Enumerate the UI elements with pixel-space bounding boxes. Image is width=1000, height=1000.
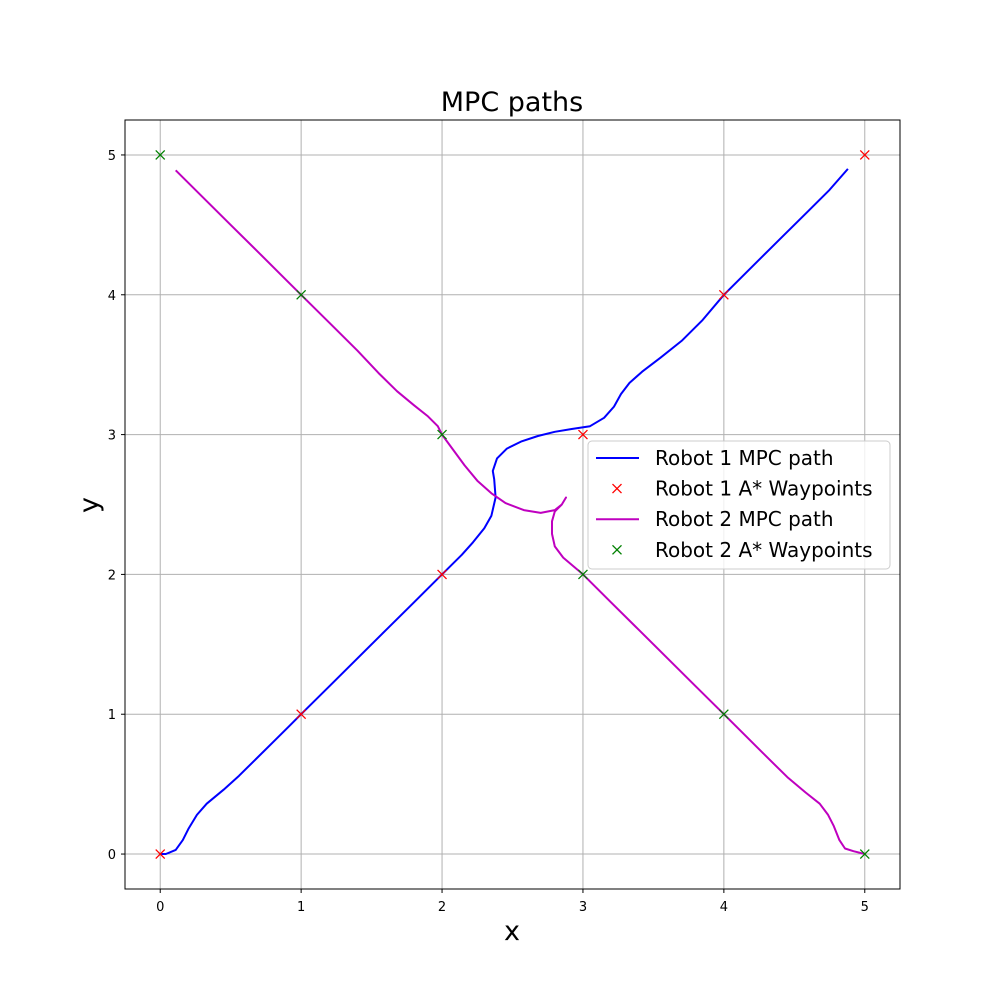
x-axis-label: x (504, 916, 520, 947)
series-2-point (155, 849, 166, 860)
plot-series (155, 149, 870, 860)
x-tick-label: 2 (438, 900, 446, 915)
plot-frame (124, 119, 901, 890)
marker-stroke (859, 149, 870, 160)
series-2-point (577, 429, 588, 440)
legend-label: Robot 2 A* Waypoints (655, 538, 873, 562)
legend-label: Robot 1 MPC path (655, 446, 834, 470)
marker-stroke (718, 709, 729, 720)
y-tick-label: 5 (108, 149, 116, 164)
marker-stroke (296, 289, 307, 300)
x-tick-label: 3 (579, 900, 587, 915)
legend-label: Robot 2 MPC path (655, 507, 834, 531)
legend-entry: Robot 2 MPC path (596, 507, 834, 531)
y-tick-label: 3 (108, 429, 116, 444)
x-tick-label: 0 (156, 900, 164, 915)
marker-stroke (577, 569, 588, 580)
legend-swatch-marker (612, 483, 622, 494)
x-tick-label: 4 (720, 900, 728, 915)
series-4-point (859, 849, 870, 860)
y-axis-label: y (74, 497, 105, 513)
grid (125, 120, 900, 889)
series-4-point (718, 709, 729, 720)
axis-ticks: 0 1 2 3 4 5 0 1 2 3 4 5 (108, 149, 869, 915)
legend-swatch-marker (612, 544, 622, 555)
series-2-point (437, 569, 448, 580)
marker-stroke (155, 149, 166, 160)
legend-entry: Robot 2 A* Waypoints (612, 538, 873, 562)
legend-label: Robot 1 A* Waypoints (655, 477, 873, 501)
marker-stroke (718, 289, 729, 300)
x-tick-label: 5 (861, 900, 869, 915)
y-tick-label: 0 (108, 848, 116, 863)
marker-stroke (859, 849, 870, 860)
series-4-point (296, 289, 307, 300)
marker-stroke (296, 709, 307, 720)
marker-stroke (155, 849, 166, 860)
x-tick-label: 1 (297, 900, 305, 915)
series-4-point (437, 429, 448, 440)
legend-entry: Robot 1 A* Waypoints (612, 477, 873, 501)
series-1-line (160, 168, 849, 855)
legend-entry: Robot 1 MPC path (596, 446, 834, 470)
series-4-point (155, 149, 166, 160)
marker-stroke (437, 429, 448, 440)
y-tick-label: 2 (108, 568, 116, 583)
y-tick-label: 4 (108, 289, 116, 304)
series-3-line (174, 169, 866, 855)
series-2-point (718, 289, 729, 300)
series-2-point (296, 709, 307, 720)
legend-box (587, 440, 891, 570)
marker-stroke (612, 483, 622, 494)
marker-stroke (577, 429, 588, 440)
legend: Robot 1 MPC path Robot 1 A* Waypoints Robo… (587, 440, 891, 570)
marker-stroke (612, 544, 622, 555)
series-4-point (577, 569, 588, 580)
y-tick-label: 1 (108, 708, 116, 723)
series-2-point (859, 149, 870, 160)
marker-stroke (437, 569, 448, 580)
chart-title: MPC paths (441, 87, 583, 118)
